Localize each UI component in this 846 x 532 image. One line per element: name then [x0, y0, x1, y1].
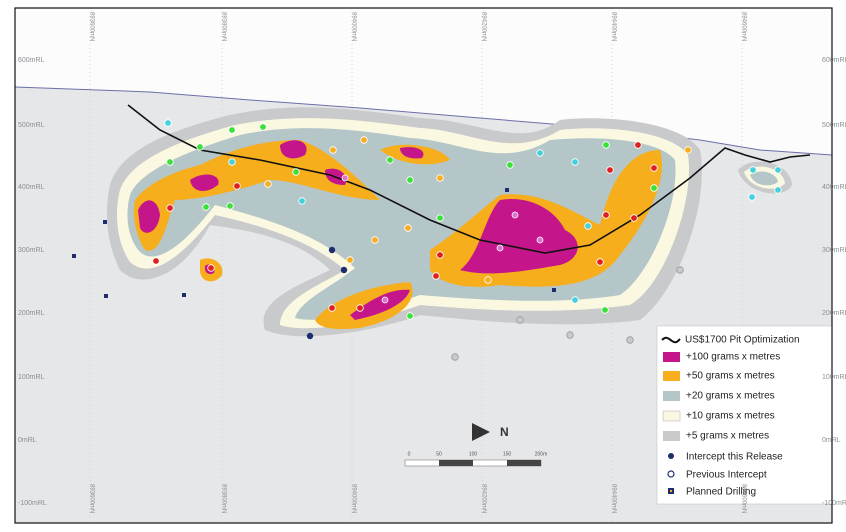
- shell-100g: [138, 140, 578, 320]
- rl-label-right: 200mRL: [822, 310, 846, 317]
- pit-outline: [127, 104, 811, 254]
- scale-label: 100: [469, 451, 478, 457]
- frame: [14, 7, 833, 524]
- legend-label: +10 grams x metres: [686, 411, 775, 422]
- sky: [15, 8, 832, 155]
- legend-swatches: [661, 336, 681, 494]
- northing-label-top: 894000mN: [350, 12, 356, 41]
- legend-label: Previous Intercept: [686, 470, 767, 481]
- rl-label-right: 500mRL: [822, 122, 846, 129]
- north-arrow: [472, 423, 490, 441]
- topography: [15, 86, 832, 156]
- drill-intercepts: [72, 119, 782, 361]
- rl-label-right: 400mRL: [822, 184, 846, 191]
- scale-label: 150: [503, 451, 512, 457]
- legend-label: US$1700 Pit Optimization: [685, 335, 800, 346]
- scale-label: 200m: [535, 451, 548, 457]
- rl-label-left: 400mRL: [18, 184, 45, 191]
- northing-label-top: 893800mN: [220, 12, 226, 41]
- scale-label: 0: [408, 451, 411, 457]
- northing-label-top: 894200mN: [480, 12, 486, 41]
- rl-label-left: 600mRL: [18, 57, 45, 64]
- northing-label-bottom: 894400mN: [610, 484, 616, 513]
- legend-label: +20 grams x metres: [686, 391, 775, 402]
- scale-bar: [404, 459, 542, 467]
- rl-label-left: 0mRL: [18, 437, 37, 444]
- legend-label: Planned Drilling: [686, 487, 756, 498]
- legend-label: +100 grams x metres: [686, 352, 780, 363]
- rl-label-right: 0mRL: [822, 437, 841, 444]
- legend-box: [656, 325, 832, 505]
- northing-label-bottom: 894200mN: [480, 484, 486, 513]
- rl-label-left: 500mRL: [18, 122, 45, 129]
- scale-label: 50: [436, 451, 442, 457]
- northing-label-top: 893600mN: [88, 12, 94, 41]
- northing-label-bottom: 893800mN: [220, 484, 226, 513]
- rl-label-right: 600mRL: [822, 57, 846, 64]
- rl-label-right: 300mRL: [822, 247, 846, 254]
- rl-label-right: 100mRL: [822, 374, 846, 381]
- rl-label-left: 100mRL: [18, 374, 45, 381]
- legend-label: Intercept this Release: [686, 452, 783, 463]
- map-body: [15, 8, 832, 523]
- rl-label-right: -100mRL: [822, 500, 846, 507]
- northing-label-top: 894600mN: [740, 12, 746, 41]
- shell-east-20g: [750, 171, 778, 186]
- northing-label-top: 894400mN: [610, 12, 616, 41]
- rl-label-left: -100mRL: [18, 500, 47, 507]
- northing-label-bottom: 894000mN: [350, 484, 356, 513]
- north-label: N: [500, 425, 509, 439]
- legend-label: +50 grams x metres: [686, 371, 775, 382]
- rl-label-left: 300mRL: [18, 247, 45, 254]
- northing-label-bottom: 894600mN: [740, 484, 746, 513]
- rl-label-left: 200mRL: [18, 310, 45, 317]
- northing-label-bottom: 893600mN: [88, 484, 94, 513]
- shell-50g: [133, 140, 662, 330]
- legend-label: +5 grams x metres: [686, 431, 769, 442]
